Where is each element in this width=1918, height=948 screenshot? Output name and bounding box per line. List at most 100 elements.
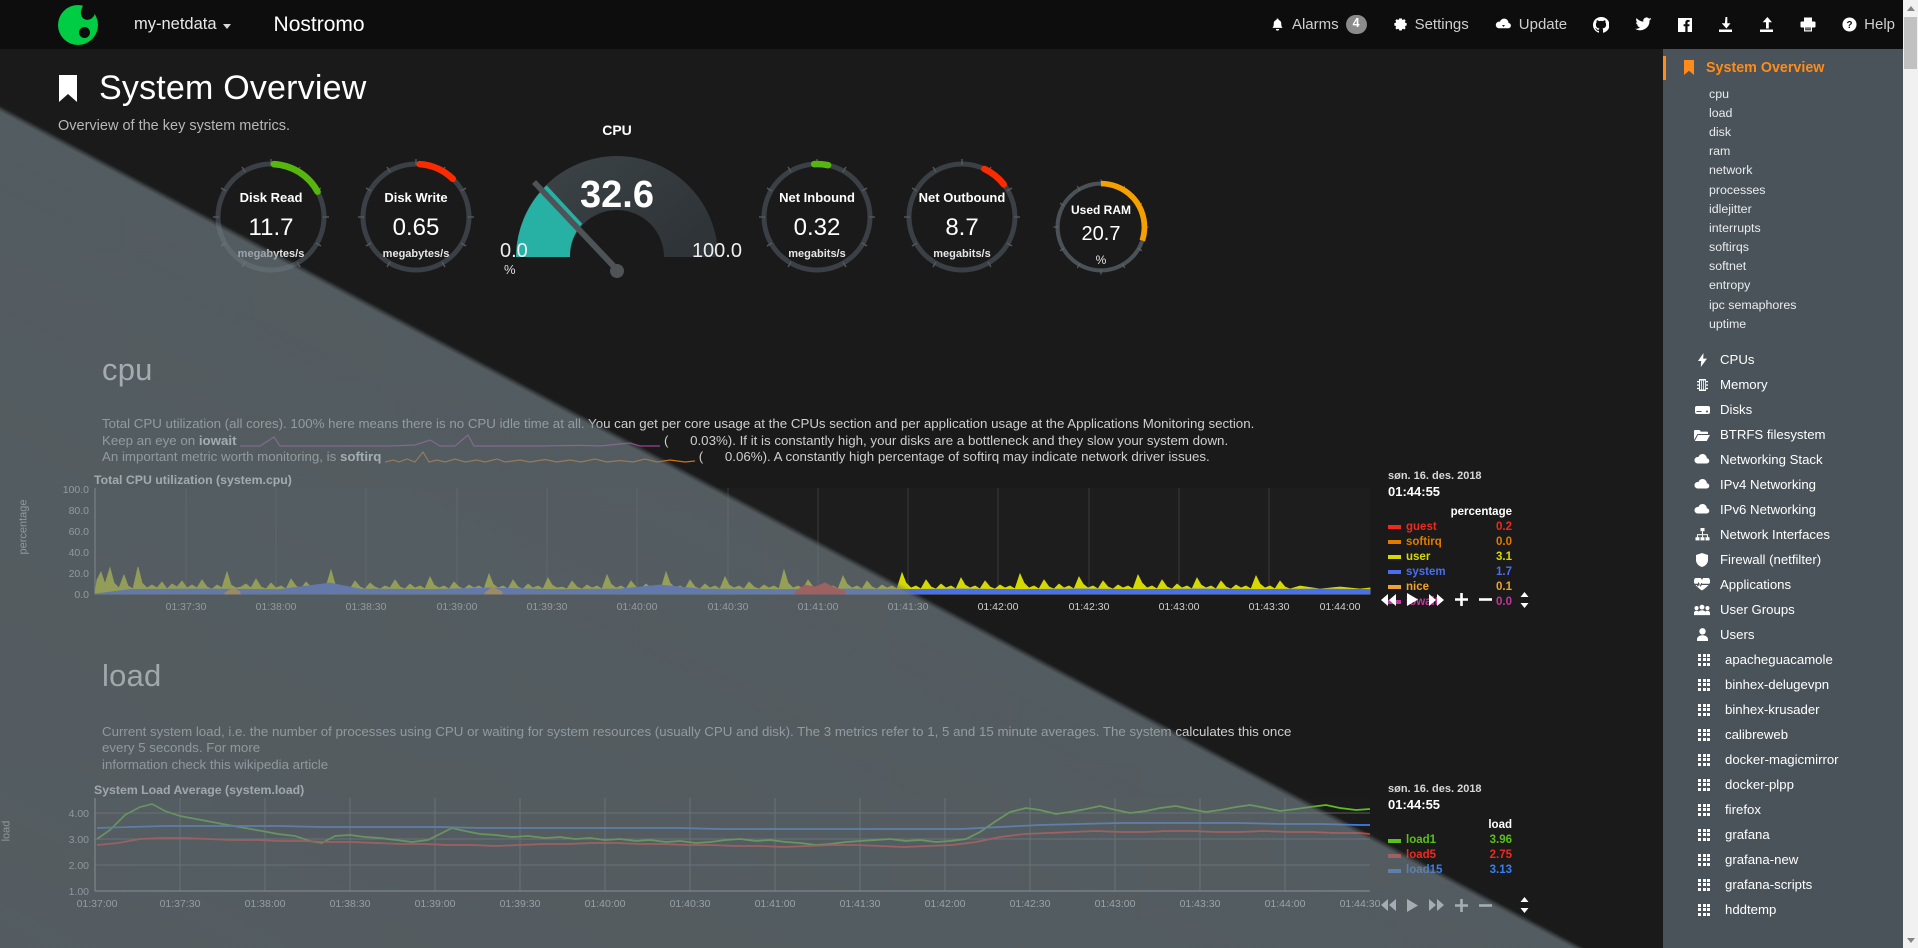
header-item-twitter[interactable] xyxy=(1622,0,1665,49)
legend-swatch xyxy=(1388,525,1401,529)
cpu-gauge-max: 100.0 xyxy=(691,240,742,262)
legend-item[interactable]: user 3.1 xyxy=(1388,550,1518,565)
grid-icon xyxy=(1696,753,1712,766)
sidebar-item-applications[interactable]: Applications xyxy=(1663,572,1918,597)
header-item-settings[interactable]: Settings xyxy=(1380,0,1482,49)
sidebar-item-hddtemp[interactable]: hddtemp xyxy=(1663,897,1918,922)
sidebar-item-docker-plpp[interactable]: docker-plpp xyxy=(1663,772,1918,797)
header-item-alarms[interactable]: Alarms 4 xyxy=(1257,0,1380,49)
sidebar-item-grafana-scripts[interactable]: grafana-scripts xyxy=(1663,872,1918,897)
minus-icon[interactable] xyxy=(1479,593,1492,606)
header-item-facebook[interactable] xyxy=(1665,0,1705,49)
sidebar-item-apacheguacamole[interactable]: apacheguacamole xyxy=(1663,647,1918,672)
sidebar-item-system-overview[interactable]: System Overview xyxy=(1663,49,1918,84)
sidebar-subitem-disk[interactable]: disk xyxy=(1709,124,1732,139)
legend-time: 01:44:55 xyxy=(1388,797,1441,812)
chart-plot-area[interactable]: 100.0 80.0 60.0 40.0 20.0 0.0 xyxy=(0,484,1380,618)
sidebar-item-grafana[interactable]: grafana xyxy=(1663,822,1918,847)
sidebar-item-binhex-krusader[interactable]: binhex-krusader xyxy=(1663,697,1918,722)
legend-item[interactable]: system 1.7 xyxy=(1388,565,1518,580)
gauge-units: megabytes/s xyxy=(382,248,450,260)
header-item-github[interactable] xyxy=(1580,0,1622,49)
gauge-used-ram[interactable]: Used RAM 20.7 % xyxy=(1051,177,1151,277)
legend-item[interactable]: load1 3.96 xyxy=(1388,833,1518,848)
legend-series-value: 2.75 xyxy=(1489,849,1512,861)
sidebar-item-disks[interactable]: Disks xyxy=(1663,397,1918,422)
header-item-export[interactable] xyxy=(1746,0,1787,49)
fast-forward-icon[interactable] xyxy=(1429,899,1444,911)
play-icon[interactable] xyxy=(1407,898,1418,912)
svg-text:0.0: 0.0 xyxy=(74,589,89,601)
svg-text:01:42:00: 01:42:00 xyxy=(978,601,1019,613)
play-icon[interactable] xyxy=(1407,593,1418,606)
chart-system-cpu[interactable]: Total CPU utilization (system.cpu) perce… xyxy=(0,470,1663,618)
softirq-sparkline xyxy=(385,451,696,464)
iowait-value: 0.03% xyxy=(690,432,728,448)
rewind-icon[interactable] xyxy=(1381,593,1396,606)
sidebar-subitem-softnet[interactable]: softnet xyxy=(1709,259,1747,274)
sidebar-item-btrfs-filesystem[interactable]: BTRFS filesystem xyxy=(1663,422,1918,447)
scroll-down-button[interactable] xyxy=(1903,932,1918,948)
gauge-net-outbound[interactable]: Net Outbound 8.7 megabits/s xyxy=(901,156,1023,278)
header-item-import[interactable] xyxy=(1705,0,1746,49)
legend-series-name: system xyxy=(1406,565,1446,578)
chart-plot-area[interactable]: 4.00 3.00 2.00 1.00 xyxy=(0,794,1380,918)
sidebar-subitem-softirqs[interactable]: softirqs xyxy=(1709,240,1749,255)
sidebar-item-networking-stack[interactable]: Networking Stack xyxy=(1663,447,1918,472)
sidebar-item-label: grafana xyxy=(1725,827,1770,843)
rewind-icon[interactable] xyxy=(1381,899,1396,911)
scrollbar-track[interactable] xyxy=(1903,16,1918,932)
scrollbar-thumb[interactable] xyxy=(1904,17,1917,69)
header-item-help[interactable]: ? Help xyxy=(1829,0,1908,49)
header-item-update[interactable]: Update xyxy=(1482,0,1580,49)
gauge-disk-read[interactable]: Disk Read 11.7 megabytes/s xyxy=(210,156,332,278)
plus-icon[interactable] xyxy=(1455,593,1468,606)
section-description-load: Current system load, i.e. the number of … xyxy=(102,724,1302,774)
sidebar-subitem-interrupts[interactable]: interrupts xyxy=(1709,220,1761,235)
gauge-net-inbound[interactable]: Net Inbound 0.32 megabits/s xyxy=(756,156,878,278)
legend-item[interactable]: softirq 0.0 xyxy=(1388,535,1518,550)
section-heading-disk: disk xyxy=(102,942,1663,948)
fast-forward-icon[interactable] xyxy=(1429,593,1444,606)
sidebar-item-ipv6-networking[interactable]: IPv6 Networking xyxy=(1663,497,1918,522)
legend-item[interactable]: load5 2.75 xyxy=(1388,848,1518,863)
sidebar-subitem-network[interactable]: network xyxy=(1709,163,1753,178)
sidebar-item-firefox[interactable]: firefox xyxy=(1663,797,1918,822)
sidebar-subitem-uptime[interactable]: uptime xyxy=(1709,316,1747,331)
plus-icon[interactable] xyxy=(1455,898,1468,912)
netdata-registry-dropdown[interactable]: my-netdata xyxy=(134,15,231,34)
svg-text:01:44:00: 01:44:00 xyxy=(1265,898,1306,910)
sidebar-subitem-processes[interactable]: processes xyxy=(1709,182,1766,197)
sidebar-item-user-groups[interactable]: User Groups xyxy=(1663,597,1918,622)
sidebar-subitem-load[interactable]: load xyxy=(1709,105,1733,120)
chart-system-load[interactable]: System Load Average (system.load) load 4… xyxy=(0,783,1663,928)
sidebar-item-network-interfaces[interactable]: Network Interfaces xyxy=(1663,522,1918,547)
resize-vertical-icon[interactable] xyxy=(1519,897,1530,913)
resize-vertical-icon[interactable] xyxy=(1519,591,1530,608)
legend-item[interactable]: load15 3.13 xyxy=(1388,863,1518,878)
desc-metric-name: iowait xyxy=(198,432,237,448)
sidebar-subitem-entropy[interactable]: entropy xyxy=(1709,278,1751,293)
page-scrollbar[interactable] xyxy=(1903,0,1918,948)
scroll-up-button[interactable] xyxy=(1903,0,1918,16)
sidebar-item-docker-magicmirror[interactable]: docker-magicmirror xyxy=(1663,747,1918,772)
sidebar-item-calibreweb[interactable]: calibreweb xyxy=(1663,722,1918,747)
sidebar-item-firewall-netfilter[interactable]: Firewall (netfilter) xyxy=(1663,547,1918,572)
gauge-cpu[interactable]: CPU 32.6 0.0 100.0 % xyxy=(500,122,742,290)
sidebar-item-memory[interactable]: Memory xyxy=(1663,372,1918,397)
header-item-print[interactable] xyxy=(1787,0,1829,49)
sidebar-item-ipv4-networking[interactable]: IPv4 Networking xyxy=(1663,472,1918,497)
sidebar-item-binhex-delugevpn[interactable]: binhex-delugevpn xyxy=(1663,672,1918,697)
gauge-label: Disk Write xyxy=(384,190,448,205)
gauge-disk-write[interactable]: Disk Write 0.65 megabytes/s xyxy=(355,156,477,278)
sidebar-item-grafana-new[interactable]: grafana-new xyxy=(1663,847,1918,872)
sidebar-item-users[interactable]: Users xyxy=(1663,622,1918,647)
netdata-logo[interactable] xyxy=(58,4,98,45)
sidebar-subitem-ram[interactable]: ram xyxy=(1709,144,1731,159)
sidebar-item-cpus[interactable]: CPUs xyxy=(1663,347,1918,372)
legend-item[interactable]: guest 0.2 xyxy=(1388,520,1518,535)
minus-icon[interactable] xyxy=(1479,899,1492,912)
sidebar-subitem-cpu[interactable]: cpu xyxy=(1709,86,1729,101)
sidebar-subitem-idlejitter[interactable]: idlejitter xyxy=(1709,201,1752,216)
sidebar-subitem-ipc-semaphores[interactable]: ipc semaphores xyxy=(1709,297,1797,312)
